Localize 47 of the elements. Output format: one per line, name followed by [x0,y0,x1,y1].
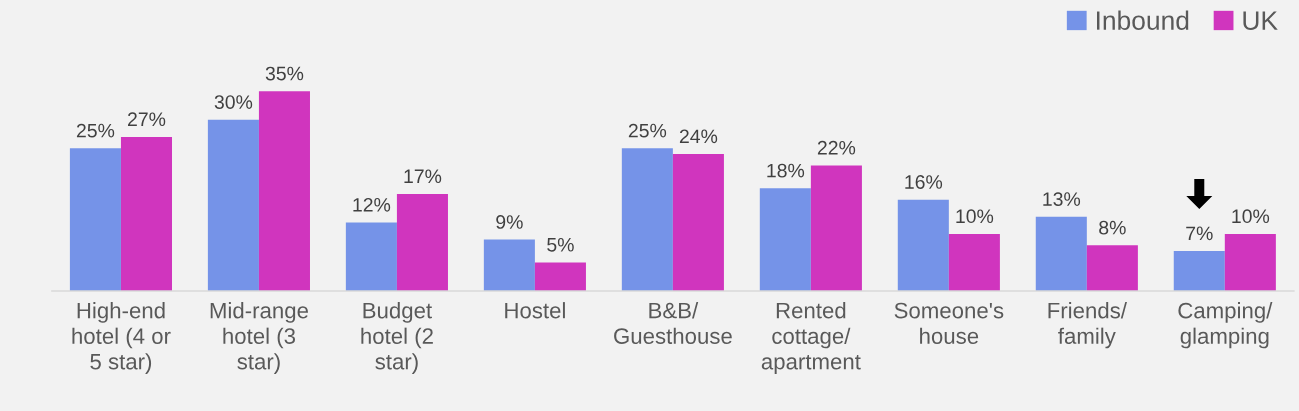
data-label: 16% [905,175,943,189]
data-label: 13% [1043,192,1081,206]
data-label: 35% [265,66,304,81]
data-label: 7% [1186,226,1213,241]
data-label: 27% [128,112,166,127]
data-label: 25% [76,123,115,138]
bar [1173,251,1225,291]
bar [1224,233,1276,291]
bar [483,239,535,291]
bar [621,148,673,291]
bar [345,222,397,291]
bar [948,233,1000,291]
x-tick-label: Someone's house [894,302,1004,344]
bar [1086,245,1138,291]
legend-label: Inbound [1096,10,1189,30]
bar [759,188,811,291]
data-label: 10% [956,209,994,224]
data-label: 18% [767,163,805,178]
bar [120,136,172,291]
data-label: 22% [817,140,856,155]
bar [207,119,259,291]
x-tick-label: Friends/ family [1048,302,1127,349]
data-label: 12% [353,197,391,212]
data-label: 5% [547,237,574,252]
x-tick-label: Camping/ glamping [1178,302,1273,349]
x-tick-label: Mid-range hotel (3 star) [210,302,308,374]
legend-label: UK [1243,11,1278,30]
bar [258,91,310,291]
x-tick-label: B&B/ Guesthouse [614,302,732,344]
bar [672,154,724,291]
data-label: 24% [679,129,718,144]
x-tick-label: Hostel [505,302,565,319]
bar [69,148,121,291]
bar [534,262,586,291]
bar [897,199,949,291]
x-tick-label: High-end hotel (4 or 5 star) [72,302,171,374]
bar [396,193,448,291]
data-label: 9% [496,215,523,229]
data-label: 8% [1099,220,1126,235]
bar [1035,216,1087,291]
bar [810,165,862,291]
data-label: 30% [214,95,253,109]
data-label: 17% [404,169,442,184]
x-tick-label: Budget hotel (2 star) [361,302,433,374]
data-label: 25% [628,123,667,138]
data-label: 10% [1232,209,1270,224]
x-tick-label: Rented cottage/ apartment [761,302,861,374]
